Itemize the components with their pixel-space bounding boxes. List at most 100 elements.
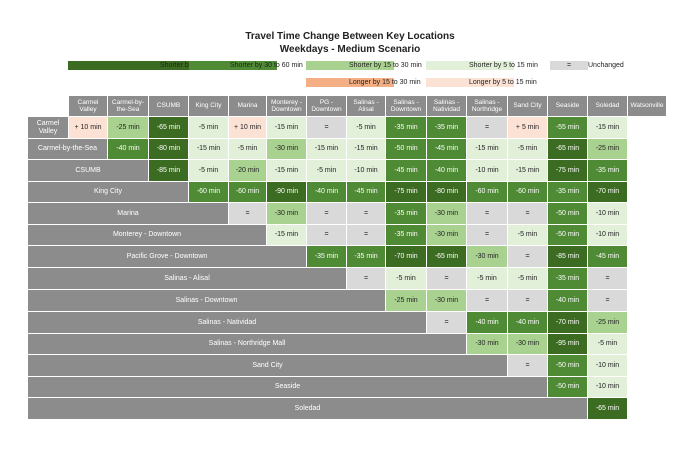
matrix-cell: -45 min <box>347 182 385 202</box>
legend-label: Shorter by 15 to 30 min <box>349 62 422 69</box>
matrix-cell: -10 min <box>467 160 507 181</box>
legend-label: Shorter by 30 to 60 min <box>230 62 303 69</box>
matrix-cell: -45 min <box>427 139 466 159</box>
row-header: Soledad <box>28 398 587 419</box>
matrix-cell: -95 min <box>548 334 587 354</box>
matrix-cell: -15 min <box>307 139 346 159</box>
row-header: Sand City <box>28 355 507 376</box>
legend-swatch-s15_30 <box>306 61 394 70</box>
matrix-cell: -30 min <box>427 225 466 245</box>
column-header: PG - Downtown <box>307 96 346 116</box>
matrix-cell: -80 min <box>427 182 466 202</box>
column-header: Salinas - Alisal <box>347 96 385 116</box>
column-header: Salinas - Natividad <box>427 96 466 116</box>
row-header: Seaside <box>28 377 547 397</box>
column-header: Monterey - Downtown <box>267 96 306 116</box>
column-header: King City <box>189 96 228 116</box>
matrix-cell: -5 min <box>307 160 346 181</box>
matrix-cell: -15 min <box>347 139 385 159</box>
matrix-cell: = <box>307 225 346 245</box>
column-header: Carmel-by-the-Sea <box>108 96 148 116</box>
matrix-cell: -50 min <box>548 203 587 224</box>
matrix-cell: -5 min <box>189 160 228 181</box>
matrix-cell: -65 min <box>149 117 188 138</box>
chart-title: Travel Time Change Between Key Locations <box>245 31 455 42</box>
matrix-cell: -35 min <box>548 182 587 202</box>
row-header: Monterey - Downtown <box>28 225 266 245</box>
matrix-cell: -40 min <box>467 312 507 333</box>
matrix-cell: -15 min <box>467 139 507 159</box>
matrix-cell: -45 min <box>386 160 426 181</box>
row-header: Salinas - Downtown <box>28 290 385 311</box>
matrix-cell: = <box>347 225 385 245</box>
legend-swatch-gt60 <box>68 61 224 70</box>
matrix-cell: -15 min <box>267 117 306 138</box>
matrix-cell: -40 min <box>508 312 547 333</box>
matrix-cell: -5 min <box>229 139 266 159</box>
matrix-cell: -30 min <box>508 334 547 354</box>
column-header: Salinas - Downtown <box>386 96 426 116</box>
matrix-cell: -5 min <box>386 268 426 289</box>
matrix-cell: -60 min <box>229 182 266 202</box>
matrix-cell: = <box>588 290 627 311</box>
matrix-cell: = <box>307 203 346 224</box>
matrix-cell: -50 min <box>548 355 587 376</box>
matrix-cell: -35 min <box>307 246 346 267</box>
row-header: Pacific Grove - Downtown <box>28 246 306 267</box>
row-header: Salinas - Northridge Mall <box>28 334 466 354</box>
legend-swatch-l15_30 <box>306 78 394 87</box>
matrix-cell: -30 min <box>467 246 507 267</box>
matrix-cell: = <box>467 203 507 224</box>
matrix-cell: -5 min <box>508 268 547 289</box>
matrix-cell: = <box>508 203 547 224</box>
matrix-cell: -75 min <box>386 182 426 202</box>
matrix-cell: = <box>467 225 507 245</box>
matrix-cell: -35 min <box>427 117 466 138</box>
legend-swatch-s5_15 <box>426 61 514 70</box>
matrix-cell: -25 min <box>386 290 426 311</box>
matrix-cell: -65 min <box>548 139 587 159</box>
matrix-cell: -60 min <box>467 182 507 202</box>
matrix-cell: -40 min <box>548 290 587 311</box>
matrix-cell: -5 min <box>347 117 385 138</box>
matrix-cell: -35 min <box>386 225 426 245</box>
matrix-cell: -5 min <box>467 268 507 289</box>
matrix-cell: = <box>588 268 627 289</box>
chart-subtitle: Weekdays - Medium Scenario <box>279 44 421 55</box>
matrix-cell: -30 min <box>467 334 507 354</box>
legend-label: Shorter by 5 to 15 min <box>469 62 538 69</box>
matrix-cell: -75 min <box>548 160 587 181</box>
matrix-cell: = <box>347 268 385 289</box>
matrix-cell: -10 min <box>588 377 627 397</box>
matrix-cell: -70 min <box>548 312 587 333</box>
legend-unchanged-symbol: = <box>550 61 588 70</box>
matrix-cell: -10 min <box>588 203 627 224</box>
matrix-cell: -30 min <box>267 139 306 159</box>
matrix-cell: -25 min <box>108 117 148 138</box>
column-header: Carmel Valley <box>69 96 107 116</box>
matrix-cell: -45 min <box>588 246 627 267</box>
matrix-cell: -30 min <box>267 203 306 224</box>
matrix-cell: -40 min <box>108 139 148 159</box>
matrix-cell: -5 min <box>508 225 547 245</box>
matrix-cell: = <box>427 312 466 333</box>
matrix-cell: -90 min <box>267 182 306 202</box>
matrix-cell: = <box>467 290 507 311</box>
matrix-cell: -80 min <box>149 139 188 159</box>
matrix-cell: -20 min <box>229 160 266 181</box>
matrix-cell: = <box>508 290 547 311</box>
column-header: Watsonville <box>628 96 666 116</box>
matrix-cell: -30 min <box>427 203 466 224</box>
row-header: Salinas - Alisal <box>28 268 346 289</box>
matrix-cell: -15 min <box>588 117 627 138</box>
matrix-cell: -85 min <box>149 160 188 181</box>
row-header: Carmel Valley <box>28 117 68 138</box>
column-header: Seaside <box>548 96 587 116</box>
matrix-cell: -35 min <box>386 203 426 224</box>
matrix-cell: -50 min <box>386 139 426 159</box>
matrix-cell: = <box>347 203 385 224</box>
matrix-cell: -60 min <box>189 182 228 202</box>
matrix-cell: -15 min <box>508 160 547 181</box>
row-header: Marina <box>28 203 228 224</box>
